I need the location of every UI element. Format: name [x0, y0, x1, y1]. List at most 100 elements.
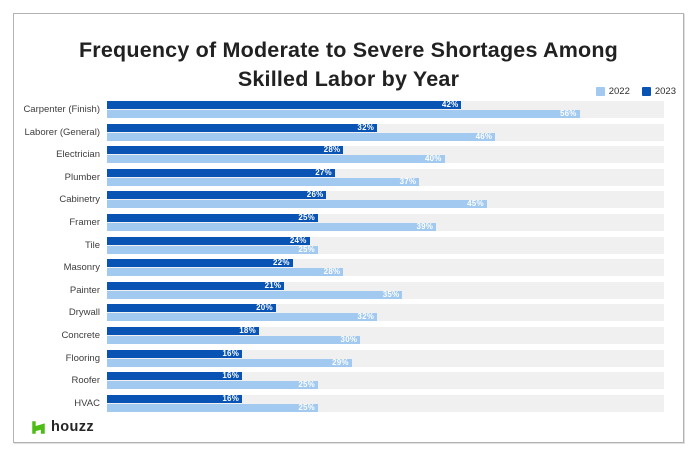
category-label: Concrete	[61, 329, 100, 341]
bar-2022: 28%	[107, 268, 344, 277]
row-track: 32% 46%	[107, 122, 664, 141]
row-track: 42% 56%	[107, 101, 664, 118]
category-label: Electrician	[56, 149, 100, 161]
bar-value-2023: 28%	[323, 145, 341, 155]
bar-2023: 20%	[107, 303, 276, 313]
bar-value-2023: 22%	[273, 258, 290, 268]
bar-2022: 40%	[107, 154, 445, 164]
bar-2022: 25%	[107, 380, 318, 390]
bar-2022: 29%	[107, 357, 352, 367]
bar-value-2023: 18%	[239, 325, 256, 335]
bar-2022: 56%	[107, 110, 580, 118]
bar-chart: Carpenter (Finish) 42% 56% Laborer (General…	[16, 101, 664, 412]
bar-2022: 39%	[107, 221, 437, 231]
chart-row: Laborer (General) 32% 46%	[16, 122, 664, 141]
bar-value-2022: 39%	[416, 221, 434, 231]
category-label: Cabinetry	[59, 194, 100, 206]
legend-label-2022: 2022	[608, 86, 630, 97]
bar-value-2022: 37%	[399, 176, 417, 186]
bar-2022: 25%	[107, 244, 318, 254]
bar-value-2022: 45%	[467, 199, 484, 209]
bar-2023: 24%	[107, 235, 310, 245]
houzz-icon	[32, 420, 45, 434]
chart-row: Framer 25% 39%	[16, 212, 664, 231]
bar-2023: 18%	[107, 325, 259, 335]
chart-row: Flooring 16% 29%	[16, 348, 664, 367]
bar-value-2022: 30%	[340, 334, 358, 344]
bar-2022: 30%	[107, 334, 361, 344]
bar-2023: 28%	[107, 145, 344, 155]
row-track: 20% 32%	[107, 303, 664, 322]
bar-value-2023: 42%	[441, 100, 459, 109]
bar-value-2023: 16%	[222, 348, 240, 358]
row-track: 24% 25%	[107, 235, 664, 254]
chart-row: Plumber 27% 37%	[16, 167, 664, 186]
bar-2023: 27%	[107, 167, 335, 177]
brand-name: houzz	[51, 419, 95, 435]
bar-value-2023: 27%	[315, 167, 332, 177]
bar-2023: 16%	[107, 348, 243, 358]
row-track: 26% 45%	[107, 190, 664, 209]
bar-value-2023: 32%	[357, 122, 375, 132]
bar-value-2023: 26%	[306, 190, 324, 200]
chart-row: Electrician 28% 40%	[16, 145, 664, 164]
chart-title-line-2: Skilled Labor by Year	[237, 67, 460, 91]
bar-value-2022: 46%	[475, 131, 493, 141]
category-label: Drywall	[68, 307, 100, 319]
bar-2022: 37%	[107, 176, 420, 186]
bar-value-2022: 29%	[332, 357, 349, 367]
chart-row: Cabinetry 26% 45%	[16, 190, 664, 209]
bar-2023: 22%	[107, 258, 293, 268]
category-label: Plumber	[64, 171, 100, 183]
row-track: 27% 37%	[107, 167, 664, 186]
row-track: 22% 28%	[107, 258, 664, 277]
category-label: HVAC	[74, 397, 100, 409]
bar-2022: 46%	[107, 131, 496, 141]
bar-2023: 25%	[107, 212, 318, 222]
bar-value-2022: 25%	[298, 244, 315, 254]
chart-row: Painter 21% 35%	[16, 280, 664, 299]
legend: 2022 2023	[595, 86, 676, 97]
chart-title: Frequency of Moderate to Severe Shortage…	[14, 14, 683, 94]
bar-value-2022: 25%	[298, 402, 315, 412]
chart-row: Carpenter (Finish) 42% 56%	[16, 101, 664, 118]
category-label: Tile	[85, 239, 100, 251]
bar-value-2023: 21%	[264, 280, 282, 290]
row-track: 16% 25%	[107, 393, 664, 412]
bar-2023: 16%	[107, 371, 243, 381]
row-track: 16% 29%	[107, 348, 664, 367]
category-label: Flooring	[65, 352, 100, 364]
category-label: Laborer (General)	[24, 126, 100, 138]
bar-2022: 35%	[107, 290, 403, 299]
legend-item-2023: 2023	[641, 86, 676, 97]
category-label: Roofer	[71, 375, 100, 387]
chart-title-line-1: Frequency of Moderate to Severe Shortage…	[78, 38, 619, 62]
category-label: Carpenter (Finish)	[23, 104, 100, 115]
bar-value-2022: 40%	[424, 154, 442, 164]
chart-row: Roofer 16% 25%	[16, 371, 664, 390]
row-track: 16% 25%	[107, 371, 664, 390]
category-label: Masonry	[63, 262, 100, 274]
bar-2022: 45%	[107, 199, 487, 209]
legend-swatch-2022	[595, 87, 605, 96]
row-track: 28% 40%	[107, 145, 664, 164]
brand-logo: houzz	[31, 419, 94, 435]
bar-value-2023: 16%	[222, 371, 240, 381]
bar-value-2022: 32%	[357, 312, 375, 322]
category-label: Painter	[69, 284, 100, 296]
chart-row: Tile 24% 25%	[16, 235, 664, 254]
bar-value-2023: 16%	[222, 393, 240, 403]
bar-2023: 26%	[107, 190, 327, 200]
bar-value-2022: 25%	[298, 380, 315, 390]
bar-2023: 42%	[107, 100, 462, 109]
bar-2022: 32%	[107, 312, 378, 322]
bar-2023: 21%	[107, 280, 285, 290]
bar-value-2023: 20%	[256, 303, 273, 313]
bar-value-2023: 24%	[289, 235, 307, 245]
bar-value-2023: 25%	[298, 212, 315, 222]
chart-row: Drywall 20% 32%	[16, 303, 664, 322]
chart-card: Frequency of Moderate to Severe Shortage…	[13, 13, 684, 443]
row-track: 21% 35%	[107, 280, 664, 299]
bar-value-2022: 56%	[559, 109, 577, 118]
row-track: 18% 30%	[107, 325, 664, 344]
